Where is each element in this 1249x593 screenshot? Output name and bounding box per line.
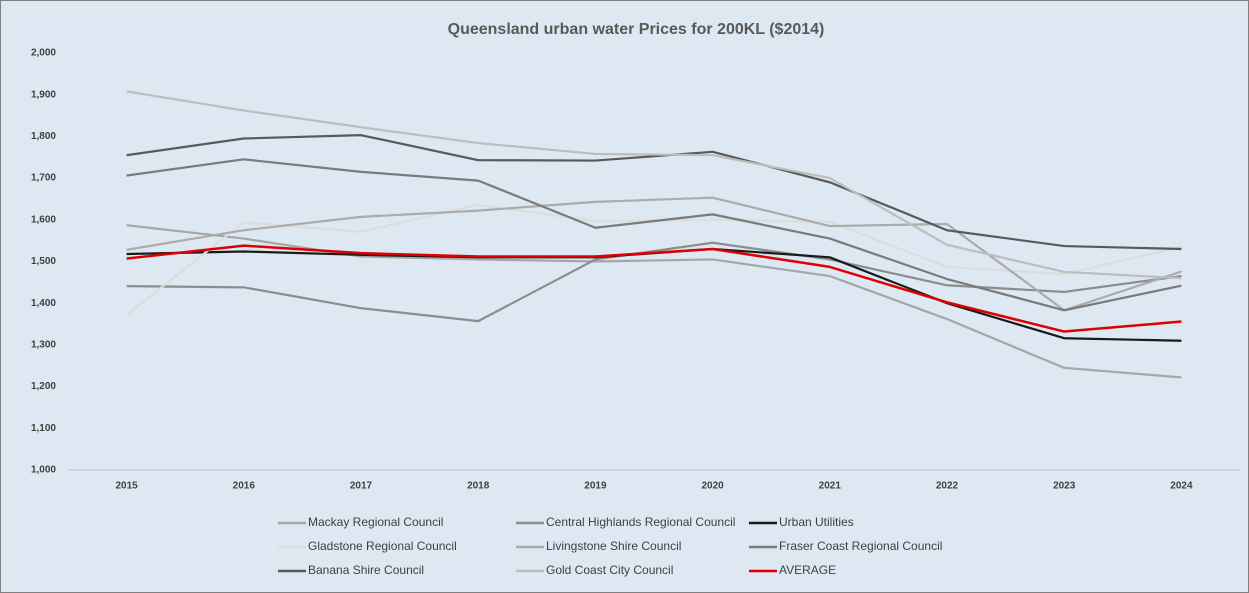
y-tick-label: 2,000	[31, 48, 56, 59]
series-line	[126, 196, 1182, 312]
legend-label: Gold Coast City Council	[546, 563, 673, 577]
chart-title: Queensland urban water Prices for 200KL …	[448, 21, 825, 38]
series-line	[126, 224, 1182, 379]
y-tick-label: 1,400	[31, 298, 56, 309]
y-tick-label: 1,300	[31, 340, 56, 351]
legend-label: Central Highlands Regional Council	[546, 515, 735, 529]
series-line	[126, 90, 1182, 280]
series-line	[126, 241, 1182, 323]
legend-label: Banana Shire Council	[308, 563, 424, 577]
x-tick-label: 2015	[115, 481, 138, 492]
x-tick-label: 2022	[936, 481, 959, 492]
legend-label: Fraser Coast Regional Council	[779, 539, 942, 553]
series-line	[126, 158, 1182, 312]
x-tick-label: 2018	[467, 481, 490, 492]
y-tick-label: 1,000	[31, 465, 56, 476]
x-tick-label: 2019	[584, 481, 607, 492]
x-tick-label: 2020	[701, 481, 724, 492]
x-tick-label: 2023	[1053, 481, 1076, 492]
y-tick-label: 1,200	[31, 381, 56, 392]
x-tick-label: 2024	[1170, 481, 1193, 492]
y-tick-label: 1,100	[31, 423, 56, 434]
series-line	[126, 134, 1182, 251]
series-line	[126, 244, 1182, 333]
legend-label: Mackay Regional Council	[308, 515, 443, 529]
legend-label: Gladstone Regional Council	[308, 539, 457, 553]
legend-label: AVERAGE	[779, 563, 836, 577]
y-tick-label: 1,900	[31, 89, 56, 100]
y-tick-label: 1,600	[31, 214, 56, 225]
y-tick-label: 1,700	[31, 173, 56, 184]
x-tick-label: 2017	[350, 481, 373, 492]
x-tick-label: 2021	[819, 481, 842, 492]
y-tick-label: 1,500	[31, 256, 56, 267]
legend-label: Urban Utilities	[779, 515, 854, 529]
x-tick-label: 2016	[233, 481, 256, 492]
y-tick-label: 1,800	[31, 131, 56, 142]
legend-label: Livingstone Shire Council	[546, 539, 681, 553]
